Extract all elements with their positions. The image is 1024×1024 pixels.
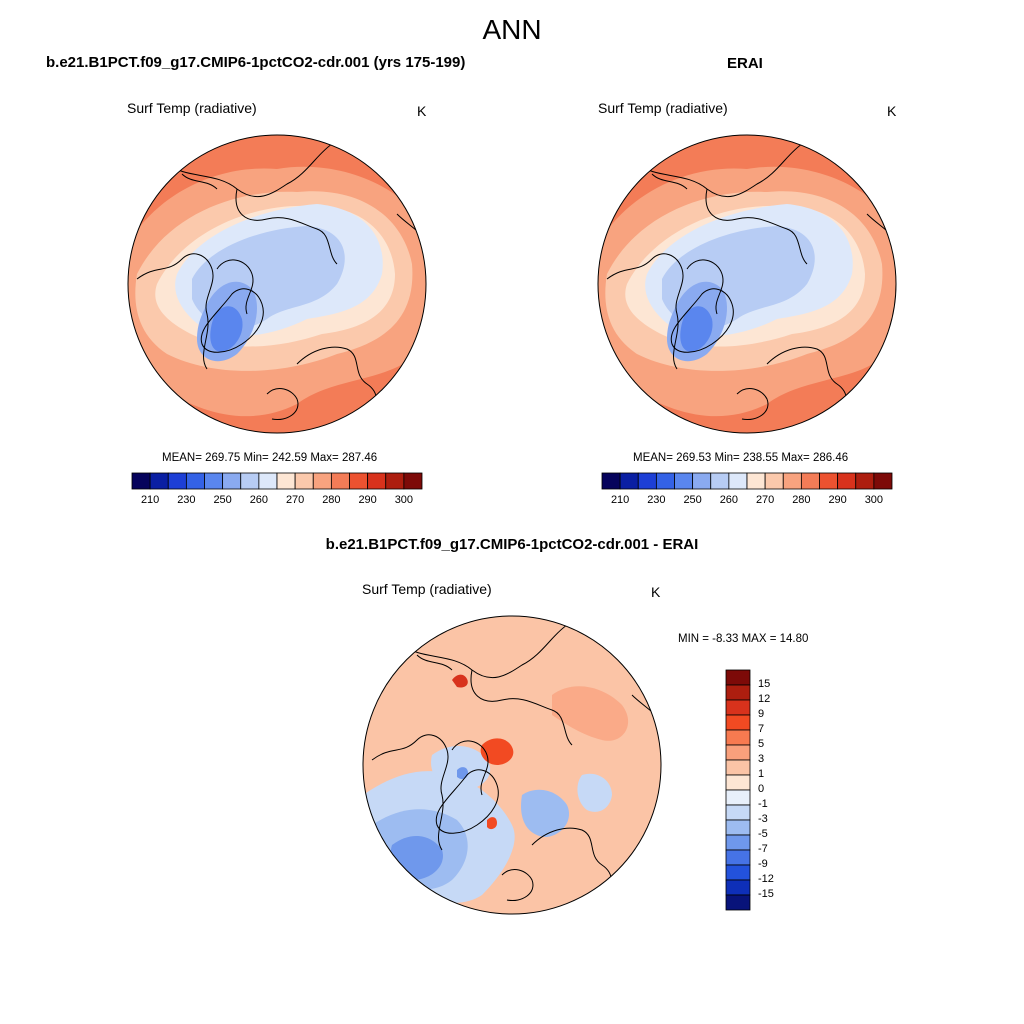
colorbar-swatch [619, 472, 639, 490]
diff-variable-label: Surf Temp (radiative) [362, 581, 492, 597]
colorbar-swatch [131, 472, 151, 490]
colorbar-tick-label: 210 [610, 494, 630, 506]
colorbar-swatch [258, 472, 278, 490]
colorbar-tick-label: 260 [249, 494, 269, 506]
colorbar-swatch [149, 472, 169, 490]
colorbar-tick-label: 250 [683, 494, 702, 506]
colorbar-tick-label: 210 [140, 494, 160, 506]
colorbar-swatch [746, 472, 766, 490]
colorbar-tick-label: -5 [758, 828, 768, 840]
left-units-label: K [417, 103, 427, 119]
diff-colorbar [725, 669, 751, 911]
colorbar-tick-label: 280 [792, 494, 811, 506]
colorbar-tick-label: 260 [719, 494, 739, 506]
colorbar-swatch [725, 849, 751, 866]
left-variable-label: Surf Temp (radiative) [127, 100, 257, 116]
colorbar-swatch [873, 472, 893, 490]
colorbar-swatch [167, 472, 187, 490]
figure-title: ANN [482, 14, 542, 45]
colorbar-swatch [403, 472, 423, 490]
colorbar-tick-label: 300 [864, 494, 884, 506]
colorbar-swatch [725, 774, 751, 791]
colorbar-swatch [782, 472, 802, 490]
right-units-label: K [887, 103, 897, 119]
colorbar-swatch [725, 729, 751, 746]
colorbar-tick-label: 270 [285, 494, 305, 506]
colorbar-tick-label: 5 [758, 738, 765, 750]
colorbar-tick-label: 12 [758, 693, 771, 705]
colorbar-swatch [276, 472, 296, 490]
left-panel-title: b.e21.B1PCT.f09_g17.CMIP6-1pctCO2-cdr.00… [46, 54, 466, 71]
colorbar-tick-label: 270 [755, 494, 775, 506]
left-colorbar [131, 472, 423, 490]
colorbar-swatch [710, 472, 730, 490]
colorbar-swatch [819, 472, 839, 490]
colorbar-swatch [385, 472, 405, 490]
colorbar-swatch [725, 789, 751, 806]
colorbar-swatch [725, 819, 751, 836]
diff-panel-title: b.e21.B1PCT.f09_g17.CMIP6-1pctCO2-cdr.00… [325, 536, 699, 553]
colorbar-tick-label: 290 [358, 494, 377, 506]
colorbar-swatch [725, 714, 751, 731]
colorbar-tick-label: 250 [213, 494, 232, 506]
colorbar-swatch [240, 472, 260, 490]
colorbar-tick-label: -12 [758, 873, 774, 885]
right-variable-label: Surf Temp (radiative) [598, 100, 728, 116]
colorbar-tick-label: -15 [758, 888, 774, 900]
colorbar-swatch [725, 684, 751, 701]
colorbar-swatch [800, 472, 820, 490]
colorbar-tick-label: 1 [758, 768, 765, 780]
colorbar-swatch [725, 879, 751, 896]
colorbar-swatch [725, 834, 751, 851]
colorbar-swatch [655, 472, 675, 490]
colorbar-tick-label: 0 [758, 783, 765, 795]
colorbar-swatch [725, 894, 751, 911]
colorbar-tick-label: 230 [177, 494, 196, 506]
colorbar-swatch [294, 472, 314, 490]
diff-units-label: K [651, 584, 661, 600]
colorbar-swatch [764, 472, 784, 490]
colorbar-tick-label: 230 [647, 494, 666, 506]
colorbar-swatch [367, 472, 387, 490]
colorbar-swatch [312, 472, 332, 490]
colorbar-swatch [725, 744, 751, 761]
colorbar-swatch [692, 472, 712, 490]
colorbar-tick-label: -9 [758, 858, 768, 870]
colorbar-swatch [637, 472, 657, 490]
colorbar-swatch [725, 699, 751, 716]
colorbar-swatch [185, 472, 205, 490]
colorbar-tick-label: 300 [394, 494, 414, 506]
left-map [127, 134, 427, 434]
colorbar-tick-label: 9 [758, 708, 765, 720]
colorbar-swatch [725, 804, 751, 821]
colorbar-swatch [725, 864, 751, 881]
colorbar-tick-label: 280 [322, 494, 341, 506]
colorbar-swatch [837, 472, 857, 490]
colorbar-swatch [674, 472, 694, 490]
colorbar-swatch [222, 472, 242, 490]
colorbar-swatch [349, 472, 369, 490]
colorbar-swatch [725, 669, 751, 686]
colorbar-tick-label: 290 [828, 494, 847, 506]
right-stats: MEAN= 269.53 Min= 238.55 Max= 286.46 [633, 452, 849, 464]
diff-map [362, 615, 662, 915]
colorbar-tick-label: 3 [758, 753, 765, 765]
colorbar-tick-label: -7 [758, 843, 768, 855]
colorbar-swatch [728, 472, 748, 490]
colorbar-swatch [601, 472, 621, 490]
right-map [597, 134, 897, 434]
colorbar-swatch [855, 472, 875, 490]
colorbar-tick-label: 7 [758, 723, 765, 735]
colorbar-swatch [725, 759, 751, 776]
colorbar-tick-label: -1 [758, 798, 768, 810]
colorbar-swatch [330, 472, 350, 490]
left-stats: MEAN= 269.75 Min= 242.59 Max= 287.46 [162, 452, 378, 464]
diff-stats: MIN = -8.33 MAX = 14.80 [678, 633, 809, 645]
colorbar-tick-label: -3 [758, 813, 768, 825]
right-colorbar [601, 472, 893, 490]
colorbar-tick-label: 15 [758, 678, 771, 690]
colorbar-swatch [204, 472, 224, 490]
right-panel-title: ERAI [727, 55, 763, 72]
